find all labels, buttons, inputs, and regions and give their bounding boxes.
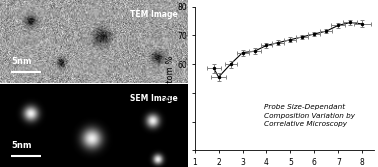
Text: 5nm: 5nm bbox=[11, 141, 32, 150]
Text: Probe Size-Dependant
Composition Variation by
Correlative Microscopy: Probe Size-Dependant Composition Variati… bbox=[264, 104, 355, 127]
Text: TEM Image: TEM Image bbox=[130, 10, 178, 19]
Y-axis label: Pd atom %: Pd atom % bbox=[166, 56, 175, 101]
Text: 5nm: 5nm bbox=[11, 57, 32, 66]
Text: SEM Image: SEM Image bbox=[130, 94, 178, 103]
